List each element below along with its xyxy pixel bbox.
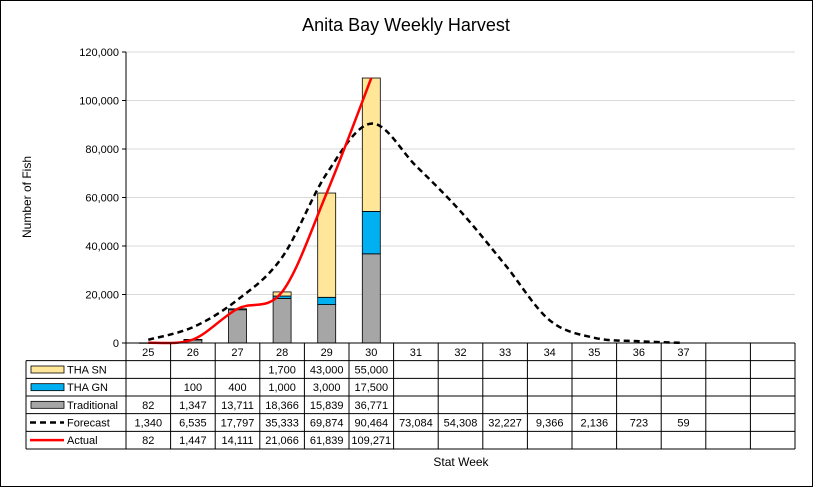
bar-traditional-27 — [228, 309, 247, 344]
bar-traditional-30 — [361, 253, 381, 344]
data-label-actual: 61,839 — [310, 435, 344, 447]
y-tick-label: 100,000 — [79, 96, 119, 108]
y-axis-label: Number of Fish — [20, 156, 34, 238]
y-tick-label: 40,000 — [85, 241, 119, 253]
data-label-forecast: 90,464 — [354, 418, 388, 430]
x-axis-label: Stat Week — [433, 455, 489, 469]
line-actual — [148, 77, 373, 345]
data-label-tha-gn: 3,000 — [313, 382, 341, 394]
legend-key-tha-gn — [30, 383, 65, 392]
data-label-forecast: 54,308 — [444, 418, 478, 430]
data-label-actual: 1,447 — [179, 435, 207, 447]
legend-label-forecast: Forecast — [67, 418, 110, 430]
data-label-forecast: 6,535 — [179, 418, 207, 430]
x-tick-label: 37 — [677, 347, 689, 359]
bars — [138, 77, 381, 344]
data-label-forecast: 1,340 — [135, 418, 163, 430]
legend-key-traditional — [30, 400, 65, 409]
data-label-traditional: 82 — [142, 400, 154, 412]
x-tick-label: 31 — [410, 347, 422, 359]
data-label-tha-sn: 43,000 — [310, 365, 344, 377]
data-label-forecast: 9,366 — [536, 418, 564, 430]
x-tick-label: 35 — [588, 347, 600, 359]
x-tick-label: 36 — [633, 347, 645, 359]
x-tick-label: 32 — [454, 347, 466, 359]
x-tick-label: 27 — [231, 347, 243, 359]
line-forecast — [147, 122, 684, 345]
x-tick-label: 34 — [544, 347, 556, 359]
data-label-forecast: 2,136 — [581, 418, 609, 430]
data-label-tha-gn: 17,500 — [354, 382, 388, 394]
data-label-actual: 109,271 — [351, 435, 391, 447]
data-label-traditional: 1,347 — [179, 400, 207, 412]
bar-tha-gn-29 — [317, 296, 337, 305]
y-tick-label: 0 — [113, 338, 119, 350]
x-tick-label: 30 — [365, 347, 377, 359]
data-label-tha-sn: 55,000 — [354, 365, 388, 377]
data-table: 25 26 27 28 29 30 31 32 33 34 35 36 37 THA SN 1,700 43,… — [25, 342, 796, 450]
x-tick-label: 33 — [499, 347, 511, 359]
data-label-tha-gn: 400 — [228, 382, 246, 394]
bar-tha-gn-30 — [361, 210, 381, 255]
y-tick-label: 80,000 — [85, 144, 119, 156]
legend-key-tha-sn — [30, 365, 65, 374]
data-label-actual: 82 — [142, 435, 154, 447]
data-label-traditional: 15,839 — [310, 400, 344, 412]
data-label-forecast: 73,084 — [399, 418, 433, 430]
data-label-traditional: 13,711 — [221, 400, 254, 412]
data-label-traditional: 36,771 — [354, 400, 388, 412]
chart-title: Anita Bay Weekly Harvest — [302, 15, 510, 35]
data-label-forecast: 59 — [677, 418, 689, 430]
x-tick-label: 29 — [321, 347, 333, 359]
legend-label-traditional: Traditional — [67, 400, 118, 412]
y-tick-labels: 0 20,000 40,000 60,000 80,000 100,000 120,000 — [79, 47, 119, 350]
x-tick-label: 26 — [187, 347, 199, 359]
data-label-forecast: 17,797 — [221, 418, 255, 430]
y-tick-label: 20,000 — [85, 290, 119, 302]
data-label-actual: 14,111 — [221, 435, 253, 447]
bar-traditional-28 — [272, 298, 292, 344]
legend-label-tha-gn: THA GN — [67, 382, 108, 394]
gridlines — [122, 51, 795, 344]
data-label-forecast: 723 — [630, 418, 648, 430]
data-label-tha-sn: 1,700 — [268, 365, 296, 377]
data-label-tha-gn: 1,000 — [268, 382, 296, 394]
data-label-forecast: 69,874 — [310, 418, 344, 430]
bar-traditional-29 — [317, 304, 337, 344]
data-label-forecast: 35,333 — [265, 418, 299, 430]
x-tick-label: 28 — [276, 347, 288, 359]
data-label-tha-gn: 100 — [184, 382, 202, 394]
y-tick-label: 120,000 — [79, 47, 119, 59]
data-label-actual: 21,066 — [265, 435, 299, 447]
series-lines — [147, 77, 684, 345]
legend-label-tha-sn: THA SN — [67, 365, 107, 377]
legend-label-actual: Actual — [67, 435, 98, 447]
y-tick-label: 60,000 — [85, 193, 119, 205]
data-label-forecast: 32,227 — [488, 418, 522, 430]
data-label-traditional: 18,366 — [265, 400, 299, 412]
x-tick-label: 25 — [142, 347, 154, 359]
